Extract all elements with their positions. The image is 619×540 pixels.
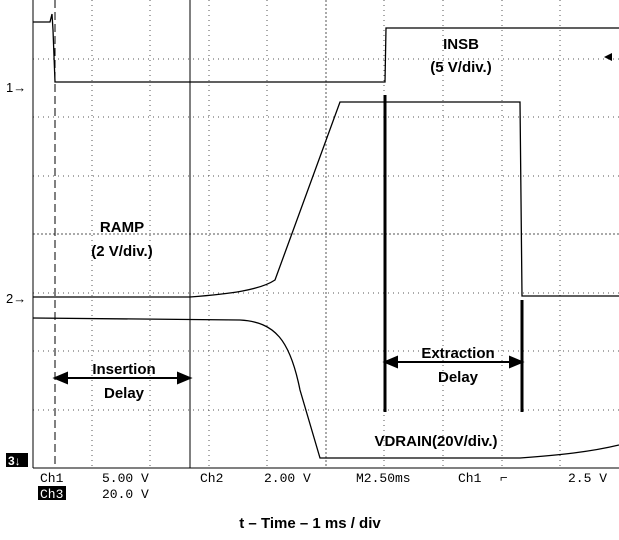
label: RAMP [100,219,144,236]
insb-trace [33,13,619,83]
label: INSB [443,36,479,53]
trigger-marker [604,53,612,61]
marker-box [6,453,28,467]
readout: 20.0 V [102,487,149,502]
readout: 2.00 V [264,471,311,486]
ramp-trace [33,101,619,298]
label: Insertion [92,361,155,378]
label: Delay [438,369,479,386]
readout: ⌐ [500,471,508,486]
readout: Ch1 [40,471,64,486]
readout: Ch2 [200,471,223,486]
vdrain-trace [32,317,619,459]
readout: 5.00 V [102,471,149,486]
label: (5 V/div.) [430,59,491,76]
caption: t – Time – 1 ms / div [239,515,381,532]
label: Extraction [421,345,494,362]
readout-box [38,486,66,500]
channel-marker: 2→ [6,291,26,306]
readout: Ch1 [458,471,482,486]
readout: 2.5 V [568,471,607,486]
label: Delay [104,385,145,402]
label: (2 V/div.) [91,243,152,260]
channel-marker: 1→ [6,80,26,95]
readout: Ch3 [40,487,63,502]
delay-arrows [52,355,525,385]
channel-marker: 3↓ [8,454,21,468]
readout: M2.50ms [356,471,411,486]
label: VDRAIN(20V/div.) [374,433,497,450]
